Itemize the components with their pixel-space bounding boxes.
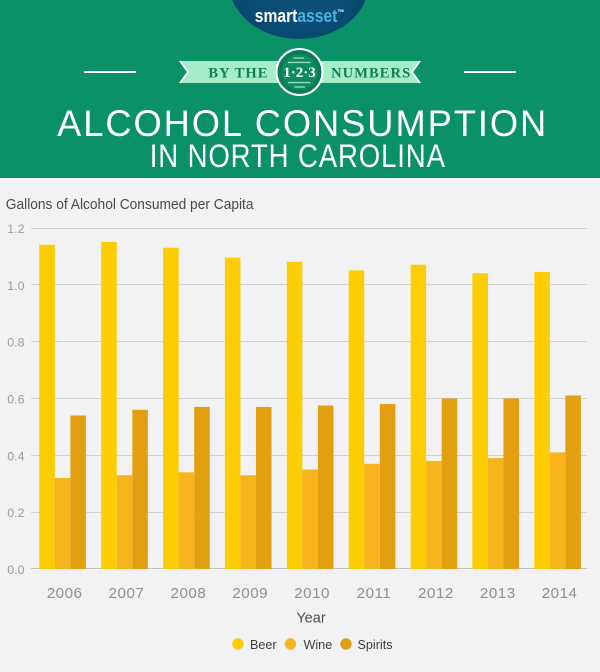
svg-text:1.2: 1.2 (7, 222, 24, 236)
svg-text:Wine: Wine (304, 638, 333, 652)
svg-text:BY THE: BY THE (208, 66, 268, 82)
svg-text:2007: 2007 (109, 585, 145, 602)
svg-text:Spirits: Spirits (358, 638, 393, 652)
svg-text:Gallons of Alcohol Consumed pe: Gallons of Alcohol Consumed per Capita (6, 196, 254, 213)
svg-text:2010: 2010 (294, 585, 330, 602)
svg-text:2013: 2013 (480, 585, 516, 602)
svg-text:1·2·3: 1·2·3 (283, 65, 316, 81)
svg-text:NUMBERS: NUMBERS (331, 66, 411, 82)
svg-text:0.0: 0.0 (7, 563, 24, 577)
svg-text:1.0: 1.0 (7, 279, 24, 293)
svg-text:Beer: Beer (250, 638, 277, 652)
svg-text:0.8: 0.8 (7, 336, 24, 350)
svg-text:Year: Year (296, 611, 325, 627)
svg-text:2006: 2006 (47, 585, 83, 602)
svg-text:0.2: 0.2 (7, 506, 24, 520)
svg-text:0.6: 0.6 (7, 393, 24, 407)
svg-text:2012: 2012 (418, 585, 454, 602)
svg-text:2009: 2009 (232, 585, 268, 602)
svg-text:2008: 2008 (171, 585, 207, 602)
svg-text:0.4: 0.4 (7, 449, 24, 463)
svg-text:2014: 2014 (542, 585, 578, 602)
svg-text:2011: 2011 (357, 585, 392, 602)
